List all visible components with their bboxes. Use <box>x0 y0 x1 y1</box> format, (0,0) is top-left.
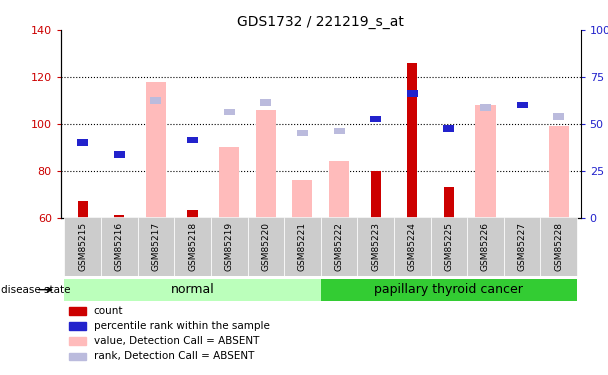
Bar <box>69 322 86 330</box>
Bar <box>329 161 349 218</box>
Bar <box>64 279 321 301</box>
Bar <box>297 130 308 136</box>
Bar <box>146 82 166 218</box>
Bar <box>260 99 271 106</box>
Text: GSM85219: GSM85219 <box>225 222 233 271</box>
Text: count: count <box>94 306 123 316</box>
Bar <box>475 105 496 218</box>
Text: GSM85223: GSM85223 <box>371 222 380 271</box>
Bar <box>256 110 276 218</box>
Text: GSM85217: GSM85217 <box>151 222 161 271</box>
Bar <box>64 217 101 276</box>
Bar <box>219 147 240 218</box>
Bar <box>114 215 125 217</box>
Text: percentile rank within the sample: percentile rank within the sample <box>94 321 269 331</box>
Text: disease state: disease state <box>1 285 71 295</box>
Text: GSM85216: GSM85216 <box>115 222 124 271</box>
Bar <box>187 210 198 218</box>
Bar <box>407 63 417 217</box>
Bar <box>548 126 568 218</box>
Bar <box>137 217 174 276</box>
Text: GSM85224: GSM85224 <box>408 222 416 271</box>
Bar <box>211 217 247 276</box>
Text: GSM85228: GSM85228 <box>554 222 563 271</box>
Bar <box>321 217 358 276</box>
Text: GSM85215: GSM85215 <box>78 222 88 271</box>
Bar <box>444 187 454 218</box>
Bar <box>292 180 313 218</box>
Bar <box>334 128 345 134</box>
Bar <box>467 217 504 276</box>
Bar <box>407 90 418 97</box>
Bar <box>101 217 137 276</box>
Bar <box>69 338 86 345</box>
Bar <box>114 151 125 157</box>
Bar <box>553 113 564 120</box>
Text: GSM85222: GSM85222 <box>334 222 344 271</box>
Text: GSM85225: GSM85225 <box>444 222 454 271</box>
Bar <box>541 217 577 276</box>
Bar <box>504 217 541 276</box>
Bar <box>284 217 321 276</box>
Text: GSM85220: GSM85220 <box>261 222 271 271</box>
Text: papillary thyroid cancer: papillary thyroid cancer <box>375 283 523 296</box>
Text: GSM85221: GSM85221 <box>298 222 307 271</box>
Text: GSM85227: GSM85227 <box>517 222 527 271</box>
Bar <box>517 102 528 108</box>
Bar <box>69 352 86 360</box>
Bar <box>443 125 454 132</box>
Bar <box>394 217 430 276</box>
Bar <box>430 217 467 276</box>
Bar <box>321 279 577 301</box>
Bar <box>224 109 235 115</box>
Bar <box>151 97 162 104</box>
Bar <box>78 201 88 217</box>
Text: rank, Detection Call = ABSENT: rank, Detection Call = ABSENT <box>94 351 254 361</box>
Text: GSM85226: GSM85226 <box>481 222 490 271</box>
Bar <box>370 116 381 122</box>
Bar <box>187 137 198 144</box>
Bar <box>69 307 86 315</box>
Text: value, Detection Call = ABSENT: value, Detection Call = ABSENT <box>94 336 259 346</box>
Text: normal: normal <box>171 283 215 296</box>
Bar <box>407 90 418 97</box>
Text: GSM85218: GSM85218 <box>188 222 197 271</box>
Bar <box>247 217 284 276</box>
Bar <box>358 217 394 276</box>
Bar <box>370 171 381 217</box>
Bar <box>77 139 88 146</box>
Bar <box>174 217 211 276</box>
Title: GDS1732 / 221219_s_at: GDS1732 / 221219_s_at <box>237 15 404 29</box>
Bar <box>480 104 491 111</box>
